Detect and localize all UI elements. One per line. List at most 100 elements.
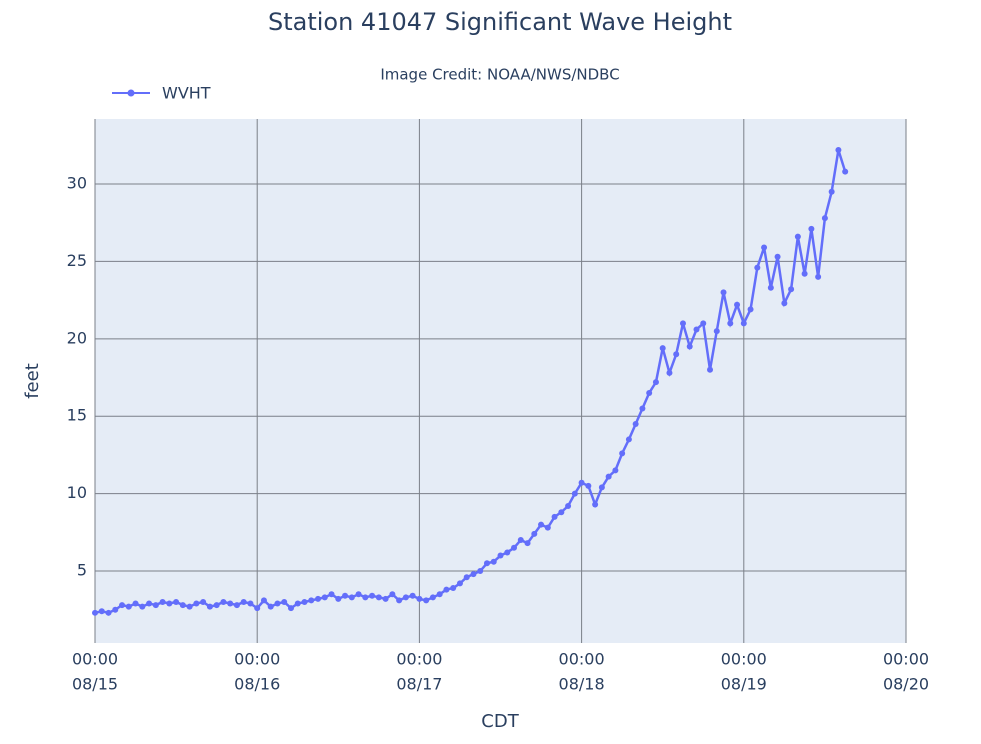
x-tick-label: 08/16 (234, 675, 280, 694)
data-point (700, 320, 707, 327)
data-point (693, 326, 700, 333)
data-point (504, 549, 511, 556)
data-point (551, 513, 558, 520)
data-point (200, 598, 207, 605)
data-point (342, 592, 349, 599)
data-point (538, 521, 545, 528)
data-point (348, 594, 355, 601)
data-point (679, 320, 686, 327)
data-point (801, 270, 808, 277)
data-point (835, 146, 842, 153)
x-tick-label: 00:00 (396, 650, 442, 669)
data-point (396, 597, 403, 604)
data-point (713, 328, 720, 335)
data-point (612, 467, 619, 474)
x-tick-label: 00:00 (883, 650, 929, 669)
data-point (781, 300, 788, 307)
data-point (227, 600, 234, 607)
data-point (139, 603, 146, 610)
data-point (328, 591, 335, 598)
data-point (842, 168, 849, 175)
x-tick-label: 00:00 (234, 650, 280, 669)
data-point (294, 600, 301, 607)
data-point (619, 450, 626, 457)
data-point (686, 343, 693, 350)
data-point (355, 591, 362, 598)
plot-area (95, 119, 906, 643)
data-point (598, 484, 605, 491)
data-point (173, 598, 180, 605)
chart-title: Station 41047 Significant Wave Height (268, 8, 732, 36)
data-point (301, 598, 308, 605)
data-point (673, 351, 680, 358)
data-point (146, 600, 153, 607)
data-point (740, 320, 747, 327)
data-point (544, 524, 551, 531)
data-point (159, 598, 166, 605)
data-point (423, 597, 430, 604)
data-point (125, 603, 132, 610)
y-axis-label: feet (22, 363, 43, 399)
data-point (646, 389, 653, 396)
data-point (112, 606, 119, 613)
data-point (815, 273, 822, 280)
data-point (761, 244, 768, 251)
data-point (707, 366, 714, 373)
data-point (247, 600, 254, 607)
data-point (531, 530, 538, 537)
data-point (558, 509, 565, 516)
data-point (794, 233, 801, 240)
data-point (639, 405, 646, 412)
data-point (774, 253, 781, 260)
data-point (213, 602, 220, 609)
data-point (477, 568, 484, 575)
data-point (470, 571, 477, 578)
y-tick-label: 30 (67, 174, 87, 193)
data-point (402, 594, 409, 601)
y-tick-label: 25 (67, 251, 87, 270)
data-point (524, 540, 531, 547)
data-point (605, 473, 612, 480)
data-point (456, 580, 463, 587)
data-point (429, 594, 436, 601)
x-tick-label: 08/20 (883, 675, 929, 694)
data-point (828, 188, 835, 195)
data-point (517, 537, 524, 544)
x-tick-label: 00:00 (721, 650, 767, 669)
data-point (186, 603, 193, 610)
y-tick-label: 5 (77, 561, 87, 580)
data-point (497, 552, 504, 559)
data-point (483, 560, 490, 567)
data-point (450, 585, 457, 592)
x-tick-label: 08/17 (396, 675, 442, 694)
data-point (821, 215, 828, 222)
data-point (274, 600, 281, 607)
data-point (254, 605, 261, 612)
data-point (767, 284, 774, 291)
data-point (734, 301, 741, 308)
data-point (281, 598, 288, 605)
data-point (98, 608, 105, 615)
legend-marker (127, 89, 135, 97)
data-point (625, 436, 632, 443)
data-point (287, 605, 294, 612)
data-point (754, 264, 761, 271)
data-point (436, 591, 443, 598)
data-point (727, 320, 734, 327)
data-point (315, 595, 322, 602)
legend-label: WVHT (162, 84, 211, 103)
y-tick-label: 20 (67, 328, 87, 347)
data-point (362, 594, 369, 601)
data-point (490, 558, 497, 565)
y-tick-label: 15 (67, 406, 87, 425)
data-point (132, 600, 139, 607)
data-point (585, 482, 592, 489)
data-point (659, 345, 666, 352)
data-point (260, 597, 267, 604)
y-tick-label: 10 (67, 483, 87, 502)
data-point (375, 594, 382, 601)
data-point (463, 574, 470, 581)
data-point (267, 603, 274, 610)
data-point (443, 586, 450, 593)
